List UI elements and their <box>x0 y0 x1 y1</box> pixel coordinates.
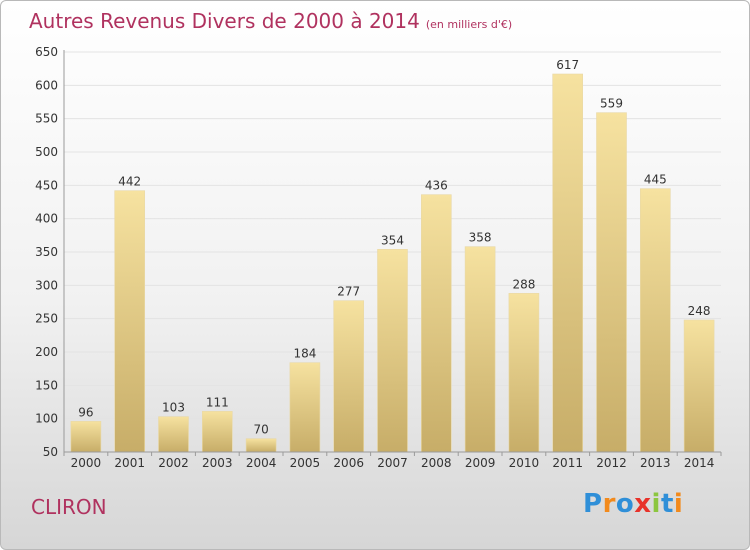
x-tick-label: 2007 <box>377 456 408 470</box>
bar <box>202 411 233 453</box>
x-tick-label: 2012 <box>596 456 627 470</box>
chart-unit: (en milliers d'€) <box>425 18 513 31</box>
bar-value-label: 103 <box>162 401 185 415</box>
x-axis-labels: 2000 2001 2002 2003 2004 2005 2006 2007 2008 2009… <box>71 456 715 470</box>
bar <box>508 293 540 453</box>
bar-value-label: 442 <box>118 175 141 189</box>
bar-value-label: 288 <box>512 277 535 291</box>
bar-value-label: 354 <box>381 233 404 247</box>
y-tick-label: 650 <box>35 45 58 59</box>
y-tick-label: 550 <box>35 112 58 126</box>
x-tick-label: 2009 <box>465 456 496 470</box>
x-tick-label: 2014 <box>684 456 715 470</box>
bar-value-label: 248 <box>688 304 711 318</box>
bar-value-label: 277 <box>337 285 360 299</box>
bar <box>639 188 671 453</box>
bar <box>377 249 408 453</box>
x-tick-label: 2003 <box>202 456 233 470</box>
y-tick-label: 500 <box>35 145 58 159</box>
bar-value-label: 184 <box>293 347 316 361</box>
x-tick-label: 2001 <box>114 456 145 470</box>
commune-name: CLIRON <box>31 495 107 519</box>
chart-title: Autres Revenus Divers de 2000 à 2014 (en … <box>29 9 512 33</box>
bars <box>70 73 715 453</box>
y-tick-label: 200 <box>35 345 58 359</box>
y-tick-label: 50 <box>43 445 58 459</box>
logo-letter: r <box>602 489 616 519</box>
x-tick-label: 2008 <box>421 456 452 470</box>
y-tick-label: 350 <box>35 245 58 259</box>
bar <box>158 416 189 453</box>
y-tick-label: 100 <box>35 412 58 426</box>
bar <box>464 246 496 453</box>
bar-value-label: 436 <box>425 179 448 193</box>
x-tick-label: 2005 <box>290 456 321 470</box>
bar <box>683 319 715 453</box>
chart-title-text: Autres Revenus Divers de 2000 à 2014 <box>29 9 420 33</box>
bar <box>70 421 102 453</box>
logo-letter: i <box>673 489 684 519</box>
y-tick-label: 250 <box>35 312 58 326</box>
x-tick-label: 2004 <box>246 456 277 470</box>
bar-value-label: 617 <box>556 58 579 72</box>
bar <box>420 194 452 453</box>
bar <box>114 190 145 453</box>
bar-value-label: 111 <box>206 395 229 409</box>
y-axis-labels: 50 100 150 200 250 300 350 400 450 500 550 600 650 <box>35 45 58 459</box>
x-tick-label: 2000 <box>71 456 102 470</box>
bar-value-label: 96 <box>78 405 93 419</box>
logo-letter: P <box>583 489 603 519</box>
bar-value-label: 358 <box>469 231 492 245</box>
y-tick-label: 450 <box>35 178 58 192</box>
x-tick-label: 2002 <box>158 456 189 470</box>
y-tick-label: 600 <box>35 78 58 92</box>
y-tick-label: 300 <box>35 278 58 292</box>
x-tick-label: 2006 <box>333 456 364 470</box>
bar <box>333 300 365 453</box>
value-labels: 96 442 103 111 70 184 277 354 436 358 288 617 559 445… <box>78 58 710 437</box>
bar <box>289 362 321 453</box>
logo-letter: o <box>615 489 635 519</box>
bar-value-label: 70 <box>253 423 268 437</box>
x-tick-label: 2011 <box>552 456 583 470</box>
y-tick-label: 400 <box>35 212 58 226</box>
bar-value-label: 445 <box>644 173 667 187</box>
bar <box>596 112 627 453</box>
x-tick-label: 2013 <box>640 456 671 470</box>
y-tick-label: 150 <box>35 378 58 392</box>
logo-letter: t <box>660 489 674 519</box>
x-tick-label: 2010 <box>509 456 540 470</box>
bar <box>552 73 584 453</box>
logo-letter: x <box>634 489 652 519</box>
proxiti-logo: Proxiti <box>583 489 683 519</box>
bar-value-label: 559 <box>600 97 623 111</box>
logo-letter: i <box>651 489 661 519</box>
bar <box>245 438 277 453</box>
axes <box>63 50 722 456</box>
